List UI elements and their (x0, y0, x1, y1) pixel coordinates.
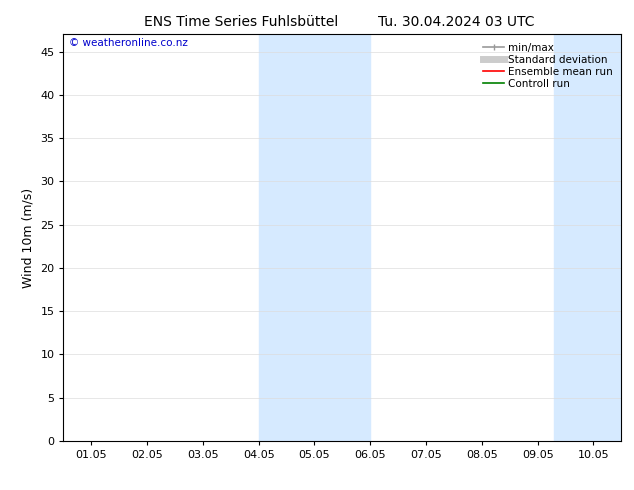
Text: Tu. 30.04.2024 03 UTC: Tu. 30.04.2024 03 UTC (378, 15, 534, 29)
Bar (259, 34, 370, 441)
Y-axis label: Wind 10m (m/s): Wind 10m (m/s) (22, 188, 35, 288)
Text: © weatheronline.co.nz: © weatheronline.co.nz (69, 38, 188, 49)
Text: ENS Time Series Fuhlsbüttel: ENS Time Series Fuhlsbüttel (144, 15, 338, 29)
Bar (554, 34, 633, 441)
Legend: min/max, Standard deviation, Ensemble mean run, Controll run: min/max, Standard deviation, Ensemble me… (480, 40, 616, 92)
